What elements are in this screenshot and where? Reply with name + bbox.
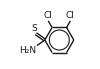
Text: Cl: Cl — [66, 11, 75, 20]
Text: Cl: Cl — [44, 11, 53, 20]
Text: H₂N: H₂N — [19, 46, 36, 55]
Text: S: S — [32, 24, 38, 33]
